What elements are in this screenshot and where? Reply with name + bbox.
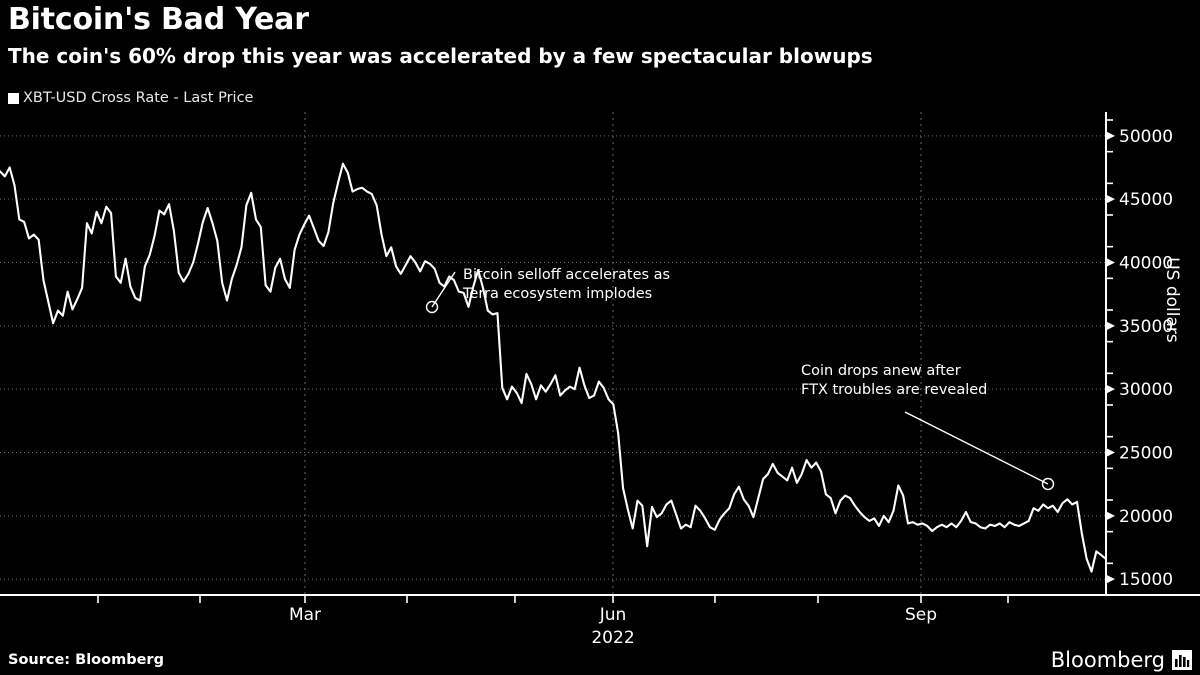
vertical-gridlines: [304, 112, 922, 595]
bloomberg-logo-icon: [1172, 650, 1192, 670]
y-tick-label: 20000: [1119, 507, 1173, 527]
annotation-leader-lines: [431, 271, 1049, 485]
annotation-line-1: Bitcoin selloff accelerates as: [463, 267, 671, 283]
y-tick-label: 30000: [1119, 380, 1173, 400]
y-tick-label: 15000: [1119, 570, 1173, 590]
price-line: [0, 162, 1108, 573]
y-axis-tick-labels: 15000 20000 25000 30000 35000 40000 45000 50000: [1119, 127, 1173, 590]
annotation-markers: [425, 300, 1055, 491]
annotation-marker-ftx: [1041, 477, 1055, 491]
y-tick-label: 35000: [1119, 317, 1173, 337]
annotation-leader-line: [904, 411, 1049, 485]
legend-series-label: XBT-USD Cross Rate - Last Price: [23, 90, 254, 106]
annotation-line-1: Coin drops anew after: [801, 363, 961, 379]
bloomberg-brand: Bloomberg: [1051, 648, 1192, 672]
x-tick-label-jun: Jun: [599, 605, 627, 625]
y-tick-label: 40000: [1119, 254, 1173, 274]
y-axis-ticks: [1106, 119, 1115, 596]
x-axis-ticks: [97, 595, 1009, 603]
annotation-marker-terra: [425, 300, 439, 314]
y-tick-label: 25000: [1119, 444, 1173, 464]
y-axis-title: US dollars: [1162, 257, 1182, 343]
annotation-line-2: FTX troubles are revealed: [801, 382, 988, 398]
plot-area: 15000 20000 25000 30000 35000 40000 45000 50000: [0, 112, 1200, 612]
annotation-text-terra: Bitcoin selloff accelerates as Terra ecos…: [463, 266, 670, 304]
page-subtitle: The coin's 60% drop this year was accele…: [8, 44, 873, 68]
horizontal-gridlines: [0, 135, 1106, 580]
annotation-text-ftx: Coin drops anew after FTX troubles are re…: [801, 362, 987, 400]
x-axis-year-label: 2022: [591, 628, 635, 648]
annotation-line-2: Terra ecosystem implodes: [463, 286, 653, 302]
x-tick-label-mar: Mar: [288, 605, 322, 625]
line-chart-svg: 15000 20000 25000 30000 35000 40000 45000 50000: [0, 112, 1200, 603]
axis-lines: [0, 112, 1200, 596]
chart-legend: XBT-USD Cross Rate - Last Price: [8, 90, 253, 106]
y-tick-label: 45000: [1119, 190, 1173, 210]
brand-wordmark: Bloomberg: [1050, 648, 1165, 672]
page-title: Bitcoin's Bad Year: [8, 2, 309, 37]
legend-swatch-icon: [8, 92, 19, 104]
source-credit: Source: Bloomberg: [8, 652, 164, 668]
y-tick-label: 50000: [1119, 127, 1173, 147]
x-tick-label-sep: Sep: [904, 605, 938, 625]
annotation-leader-line: [431, 271, 456, 308]
